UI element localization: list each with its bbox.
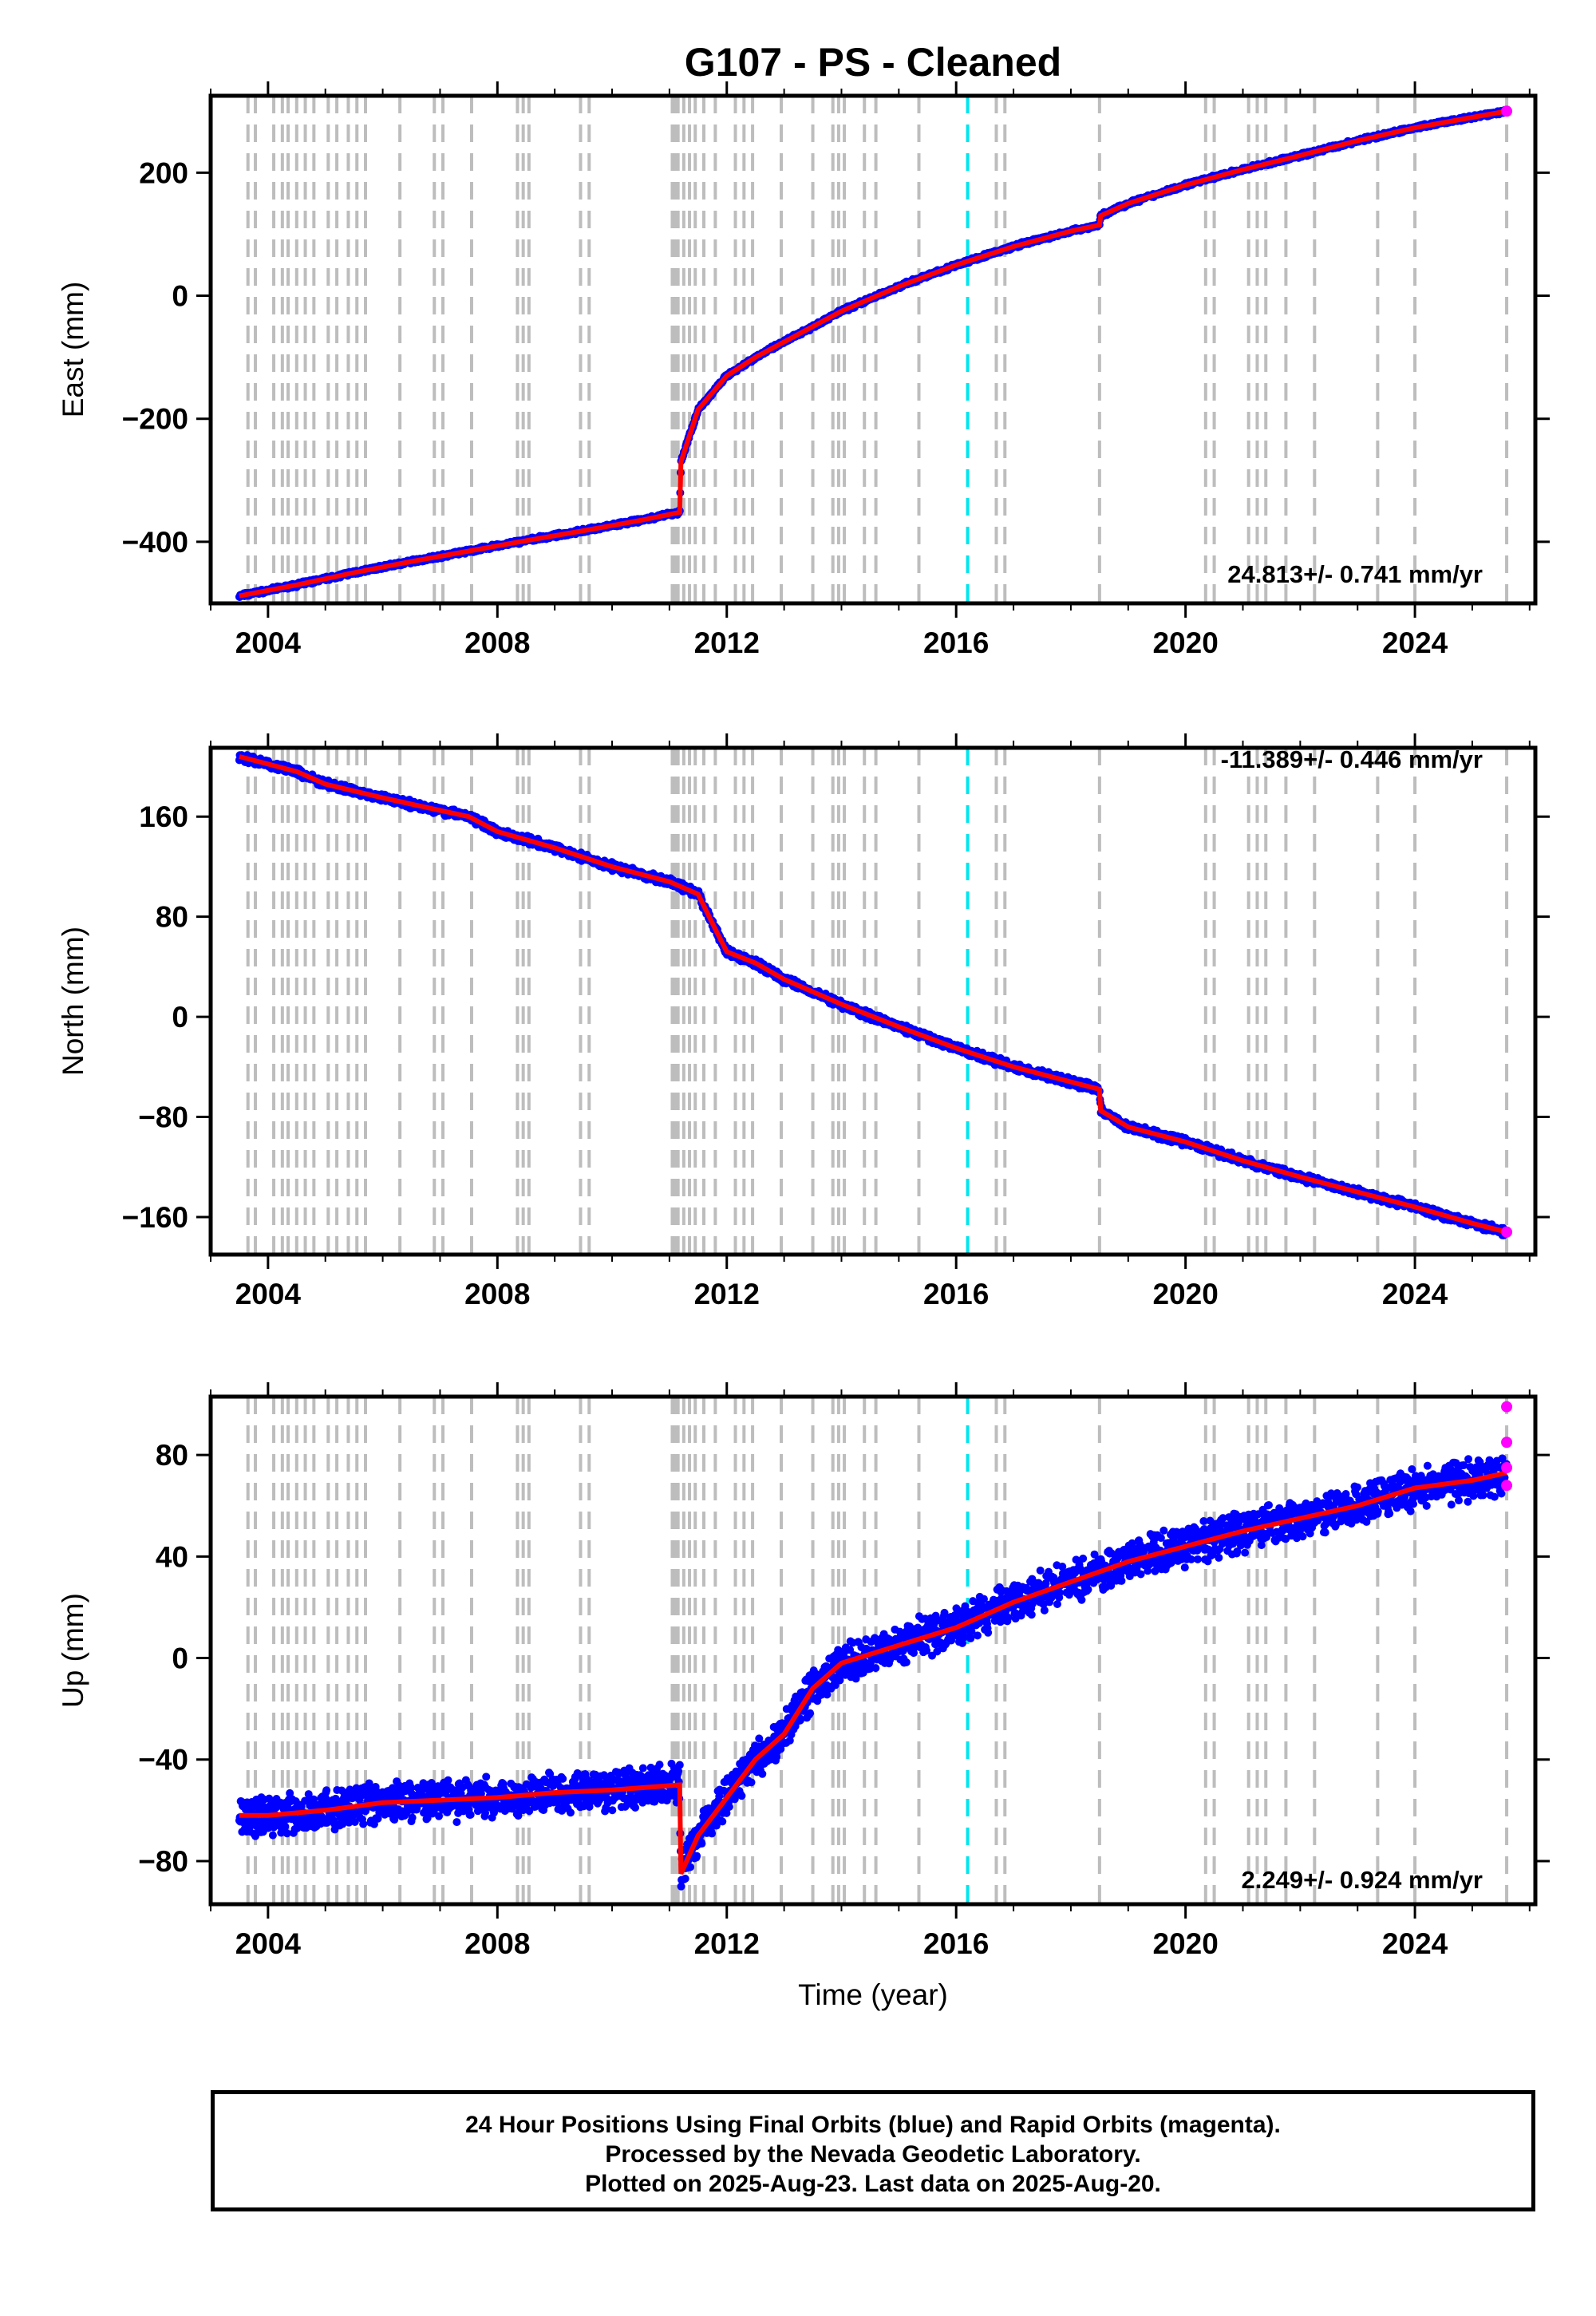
x-tick-label: 2024 — [1382, 626, 1448, 659]
final-orbit-points — [235, 751, 1511, 1239]
y-tick-label: −200 — [122, 403, 188, 436]
y-tick-label: 0 — [172, 280, 188, 313]
chart-title: G107 - PS - Cleaned — [685, 40, 1061, 85]
y-tick-label: 200 — [139, 156, 188, 189]
x-tick-label: 2012 — [694, 626, 760, 659]
y-axis-label: East (mm) — [57, 282, 89, 418]
y-tick-label: −400 — [122, 526, 188, 559]
x-tick-label: 2004 — [235, 626, 302, 659]
x-tick-label: 2016 — [923, 626, 989, 659]
x-tick-label: 2008 — [464, 626, 530, 659]
north-panel: 2004 2008 2012 2016 2020 2024160800−80−160Nor… — [57, 733, 1550, 1310]
model-fit-line — [239, 109, 1507, 599]
east-panel: 2004 2008 2012 2016 2020 2024 200 0 −200 −400 East… — [57, 81, 1550, 659]
plot-frame — [208, 93, 1538, 606]
final-orbit-points — [235, 105, 1511, 602]
velocity-rate-label: 24.813+/- 0.741 mm/yr — [1227, 560, 1483, 588]
x-tick-label: 2020 — [1152, 626, 1218, 659]
rapid-orbit-point — [1501, 105, 1513, 117]
